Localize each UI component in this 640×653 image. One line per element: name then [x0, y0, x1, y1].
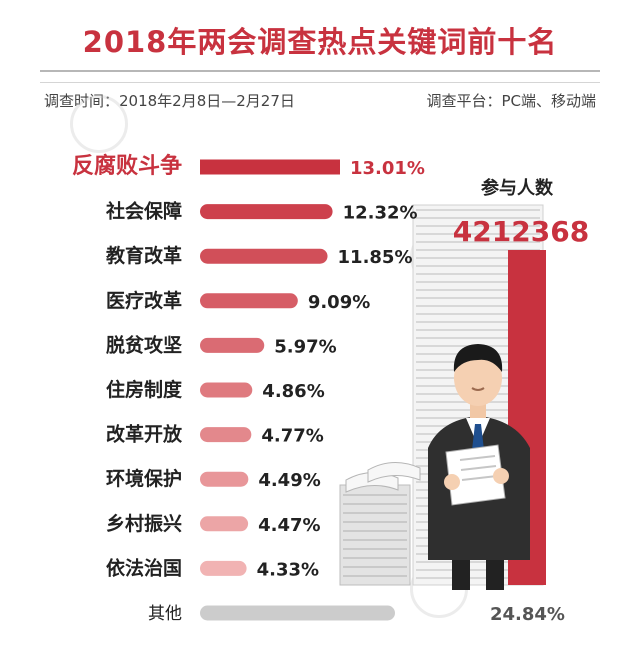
paper-stack [339, 484, 411, 586]
bar [200, 204, 333, 220]
category-label: 社会保障 [105, 200, 182, 223]
category-label: 教育改革 [106, 244, 182, 267]
title-top-divider [40, 70, 600, 72]
category-label: 反腐败斗争 [72, 153, 182, 179]
value-label: 9.09% [308, 292, 370, 313]
category-label: 乡村振兴 [106, 512, 182, 535]
person-hand [444, 474, 460, 490]
bar [200, 382, 253, 398]
value-label: 13.01% [350, 158, 425, 179]
title-block: 2018年两会调查热点关键词前十名 [40, 20, 600, 64]
value-label: 4.33% [257, 559, 319, 580]
value-label: 11.85% [338, 247, 413, 268]
value-label: 4.49% [258, 470, 320, 491]
value-label: 4.86% [262, 381, 324, 402]
person-hair [453, 344, 503, 372]
participants-value: 4212368 [453, 215, 589, 248]
bar [200, 337, 265, 353]
bar [200, 560, 247, 576]
category-label: 依法治国 [106, 556, 182, 579]
bar [200, 471, 249, 487]
watermark-logo [70, 95, 128, 153]
value-label: 12.32% [343, 203, 418, 224]
bar [200, 293, 298, 309]
title-bottom-divider [40, 82, 600, 83]
category-label: 脱贫攻坚 [106, 333, 182, 356]
bar-series: 反腐败斗争 13.01% 社会保障 12.32% 教育改革 11.85% 医疗改革 9.09%… [72, 153, 565, 625]
person-mouth [471, 387, 485, 391]
bar [200, 605, 395, 621]
value-label: 24.84% [490, 604, 565, 625]
bar [200, 516, 249, 532]
value-label: 5.97% [274, 336, 336, 357]
participants-label: 参与人数 [481, 177, 554, 199]
bar [200, 248, 328, 264]
paper-curl [345, 472, 399, 493]
bar [200, 427, 252, 443]
value-label: 4.77% [261, 426, 323, 447]
bar [200, 159, 340, 175]
person-hand [493, 468, 509, 484]
category-label: 医疗改革 [106, 289, 182, 312]
document-lines [459, 455, 498, 481]
category-label: 住房制度 [106, 378, 183, 401]
paper-curl [367, 462, 421, 483]
value-label: 4.47% [258, 515, 320, 536]
businessman-illustration [428, 344, 530, 590]
category-label: 其他 [148, 604, 182, 624]
page-title: 2018年两会调查热点关键词前十名 [82, 25, 558, 59]
category-label: 环境保护 [106, 467, 182, 490]
category-label: 改革开放 [106, 423, 183, 446]
survey-platform: 调查平台：PC端、移动端 [426, 92, 596, 110]
person-head [454, 350, 502, 406]
